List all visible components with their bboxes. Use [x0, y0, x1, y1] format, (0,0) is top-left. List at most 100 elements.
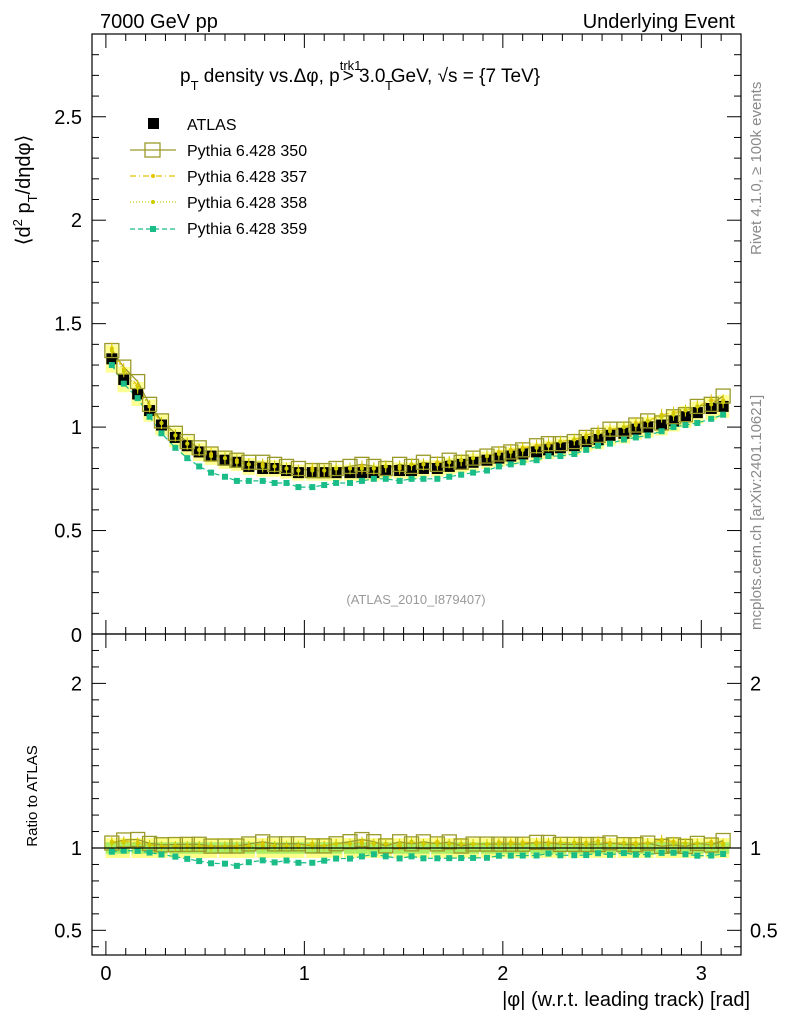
data-point-359 — [333, 479, 340, 486]
ratio-point-359 — [184, 855, 191, 862]
data-point-358 — [671, 412, 676, 417]
data-point-358 — [484, 454, 489, 459]
ratio-point-358 — [546, 842, 551, 847]
data-point-359 — [134, 395, 141, 402]
header-left: 7000 GeV pp — [100, 11, 218, 33]
ratio-point-358 — [721, 843, 726, 848]
data-point-atlas — [132, 388, 144, 400]
ratio-point-358 — [421, 841, 426, 846]
ratio-point-359 — [396, 855, 403, 862]
legend-marker-359 — [150, 226, 156, 232]
data-point-358 — [409, 462, 414, 467]
ylabel-e: /dηdφ⟩ — [13, 135, 35, 195]
title-sqrt: √ — [438, 66, 449, 87]
data-point-359 — [545, 453, 552, 460]
data-point-359 — [172, 444, 179, 451]
data-point-358 — [397, 464, 402, 469]
data-point-359 — [295, 484, 302, 491]
ratio-tick-label-right: 0.5 — [750, 920, 778, 942]
data-point-atlas — [642, 421, 654, 433]
ratio-tick-label-left: 0.5 — [54, 920, 82, 942]
data-point-358 — [683, 408, 688, 413]
ratio-point-358 — [222, 844, 227, 849]
ratio-point-359 — [259, 857, 266, 864]
data-point-358 — [310, 468, 315, 473]
ratio-point-358 — [572, 840, 577, 845]
data-point-359 — [632, 434, 639, 441]
data-point-359 — [158, 430, 165, 437]
data-point-358 — [284, 466, 289, 471]
ratio-point-350 — [491, 836, 507, 852]
data-point-358 — [334, 466, 339, 471]
data-point-358 — [645, 418, 650, 423]
ratio-point-359 — [446, 855, 453, 862]
data-point-359 — [146, 413, 153, 420]
ratio-point-359 — [108, 848, 115, 855]
ratio-point-358 — [683, 841, 688, 846]
data-point-359 — [271, 479, 278, 486]
ratio-point-359 — [358, 853, 365, 860]
data-point-359 — [682, 422, 689, 429]
ratio-point-350 — [191, 836, 207, 852]
data-point-358 — [173, 433, 178, 438]
ratio-point-358 — [147, 842, 152, 847]
ratio-frame — [91, 633, 742, 956]
data-point-358 — [558, 439, 563, 444]
data-point-358 — [659, 414, 664, 419]
ratio-point-359 — [519, 852, 526, 859]
data-point-350 — [316, 462, 332, 479]
ratio-point-350 — [503, 836, 519, 852]
x-tick-label: 3 — [696, 963, 707, 985]
ratio-point-359 — [120, 847, 127, 854]
ratio-tick-label-left: 1 — [71, 838, 82, 860]
ylabel-c: p — [13, 202, 35, 219]
legend-label-359: Pythia 6.428 359 — [187, 221, 307, 238]
ratio-point-359 — [470, 854, 477, 861]
ratio-point-350 — [479, 836, 495, 852]
ratio-point-359 — [545, 850, 552, 857]
ratio-point-359 — [607, 851, 614, 858]
ratio-point-359 — [134, 847, 141, 854]
data-point-359 — [184, 455, 191, 462]
ratio-point-359 — [208, 860, 215, 867]
data-point-359 — [670, 424, 677, 431]
ratio-point-350 — [217, 838, 233, 854]
data-point-358 — [608, 429, 613, 434]
legend-marker-357 — [151, 174, 155, 178]
data-point-359 — [233, 477, 240, 484]
y-tick-label: 2 — [71, 210, 82, 232]
ratio-point-358 — [371, 841, 376, 846]
ratio-point-358 — [246, 843, 251, 848]
ratio-point-358 — [135, 841, 140, 846]
y-tick-label: 0.5 — [54, 521, 82, 543]
ratio-point-359 — [295, 859, 302, 866]
ratio-point-359 — [434, 855, 441, 862]
ratio-point-350 — [179, 836, 195, 853]
data-point-358 — [721, 400, 726, 405]
ratio-point-350 — [167, 836, 184, 853]
data-point-359 — [420, 475, 427, 482]
data-point-358 — [534, 445, 539, 450]
data-point-359 — [483, 467, 490, 474]
ratio-point-358 — [383, 841, 388, 846]
ratio-point-358 — [109, 841, 114, 846]
ratio-point-358 — [197, 844, 202, 849]
data-point-358 — [520, 447, 525, 452]
ratio-point-358 — [709, 842, 714, 847]
data-point-359 — [583, 446, 590, 453]
ratio-point-359 — [507, 852, 514, 859]
data-point-359 — [446, 473, 453, 480]
data-point-358 — [185, 441, 190, 446]
ratio-point-358 — [284, 843, 289, 848]
ratio-point-359 — [557, 852, 564, 859]
data-point-359 — [533, 457, 540, 464]
ratio-point-358 — [508, 842, 513, 847]
ylabel-a: ⟨d — [13, 226, 35, 245]
ratio-point-359 — [644, 851, 651, 858]
data-point-358 — [572, 437, 577, 442]
ratio-point-358 — [397, 841, 402, 846]
data-point-359 — [595, 442, 602, 449]
ratio-point-358 — [645, 841, 650, 846]
ratio-point-359 — [321, 857, 328, 864]
